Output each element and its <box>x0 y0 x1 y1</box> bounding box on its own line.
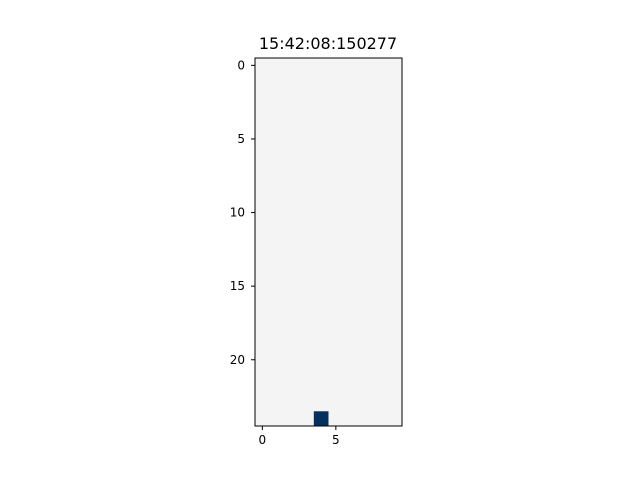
chart-title: 15:42:08:150277 <box>259 34 397 53</box>
heatmap-cells <box>255 58 402 426</box>
y-tick-label: 15 <box>230 279 245 293</box>
y-tick-label: 0 <box>237 58 245 72</box>
heatmap-cell-filled <box>313 411 329 426</box>
y-tick-label: 10 <box>230 206 245 220</box>
plot-frame <box>254 57 403 427</box>
heatmap-background <box>255 58 402 426</box>
axes: 0 5 0 5 10 15 20 <box>230 57 403 447</box>
x-tick-label: 0 <box>259 433 267 447</box>
y-tick-label: 5 <box>237 132 245 146</box>
y-tick-label: 20 <box>230 353 245 367</box>
x-tick-label: 5 <box>332 433 340 447</box>
